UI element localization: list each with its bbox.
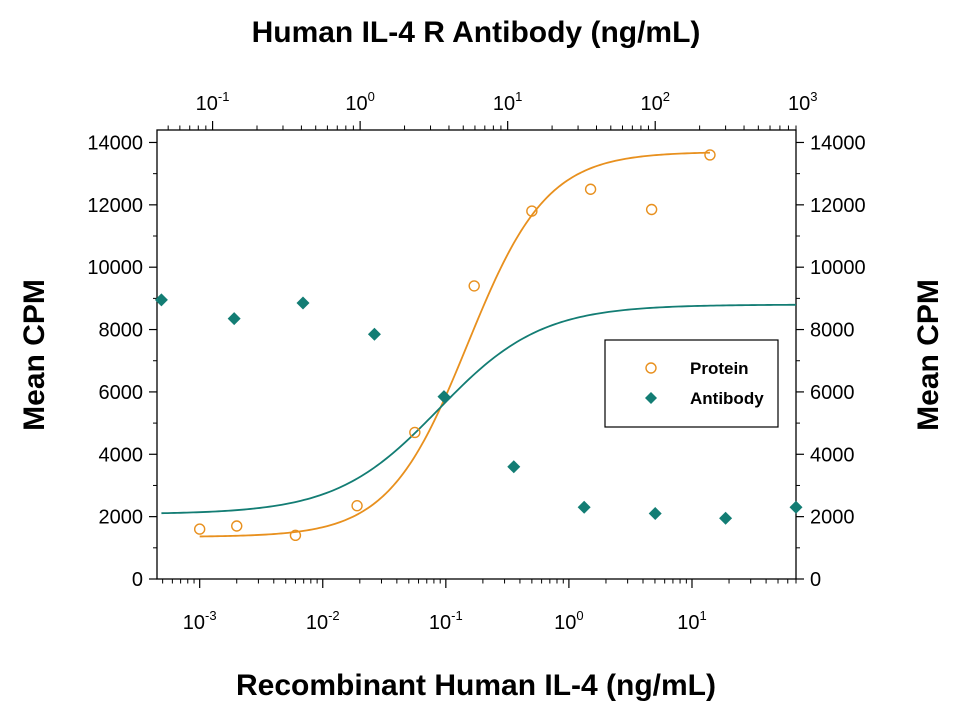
legend-marker-antibody [645,392,657,404]
point-protein [584,183,597,195]
x-axis-label: Recombinant Human IL-4 (ng/mL) [236,669,716,702]
point-protein [351,500,363,512]
y-tick-label-left: 12000 [87,195,143,217]
chart-title: Human IL-4 R Antibody (ng/mL) [252,16,701,49]
y-tick-label-left: 14000 [87,132,143,154]
point-antibody [367,327,381,341]
y-tick-label-left: 8000 [99,320,144,342]
y-tick-label-right: 6000 [810,382,855,404]
y-tick-label-right: 4000 [810,444,855,466]
point-protein [193,523,206,535]
point-protein [231,520,243,532]
y-tick-label-right: 14000 [810,132,866,154]
y-axis-label-right: Mean CPM [912,279,945,431]
point-protein [409,426,421,439]
point-antibody [789,500,803,514]
y-tick-label-right: 8000 [810,320,855,342]
point-antibody [648,507,662,521]
plot-frame [156,129,797,580]
bottom-x-tick-label: 10-1 [429,608,463,634]
top-x-tick-label: 100 [345,89,374,115]
y-tick-label-left: 0 [132,569,143,591]
top-x-tick-label: 101 [493,89,522,115]
point-protein [526,205,538,217]
bottom-x-tick-label: 10-3 [183,608,217,634]
fit-curve-antibody [161,303,797,515]
y-axis-label-left: Mean CPM [18,279,51,431]
axis-ticks: 0 0 2000 2000 4000 4000 6000 6000 8000 8000 10000 1… [87,89,865,634]
y-tick-label-left: 10000 [87,257,143,279]
point-antibody [719,511,733,525]
bottom-x-tick-label: 101 [677,608,706,634]
y-tick-label-right: 12000 [810,195,866,217]
legend-box [604,339,779,428]
top-x-tick-label: 103 [788,89,817,115]
y-tick-label-right: 10000 [810,257,866,279]
y-tick-label-left: 4000 [99,444,144,466]
legend-marker-protein [645,362,657,374]
point-antibody [437,390,451,404]
y-tick-label-right: 0 [810,569,821,591]
point-antibody [507,460,521,474]
bottom-x-tick-label: 10-2 [306,608,340,634]
top-x-tick-label: 102 [640,89,669,115]
legend: Protein Antibody [604,339,779,428]
y-tick-label-left: 6000 [99,382,144,404]
fit-curve-protein [199,151,710,538]
top-x-tick-label: 10-1 [196,89,230,115]
point-protein [468,280,480,292]
y-tick-label-right: 2000 [810,507,855,529]
point-protein [645,203,658,216]
point-protein [289,529,302,542]
point-antibody [154,293,168,307]
point-antibody [296,296,310,310]
point-antibody [227,312,241,326]
y-tick-label-left: 2000 [99,507,144,529]
legend-label-antibody: Antibody [690,389,764,408]
point-protein [704,149,716,161]
fit-curves [161,151,797,538]
bottom-x-tick-label: 100 [554,608,583,634]
legend-label-protein: Protein [690,359,749,378]
data-points [154,149,803,542]
point-antibody [577,500,591,514]
